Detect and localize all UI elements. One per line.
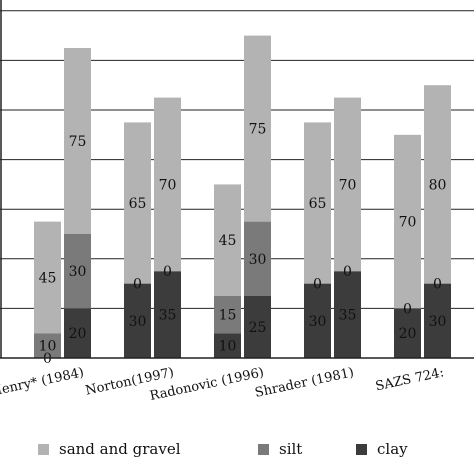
data-label: 35 [339, 308, 357, 324]
data-labels: 0104520307530065350701015452530753006535… [39, 122, 447, 367]
data-label: 45 [219, 233, 237, 249]
legend-item-silt: silt [258, 440, 302, 458]
data-label: 35 [159, 308, 177, 324]
bar-segment-clay [214, 333, 241, 358]
legend-swatch [356, 443, 367, 455]
bar-segment-clay [64, 308, 91, 358]
bar-segment-sand-and-gravel [154, 97, 181, 272]
bar-segment-clay [244, 296, 271, 358]
bar-segment-silt [64, 234, 91, 309]
bar-segment-sand-and-gravel [334, 97, 361, 272]
x-tick-label: Shrader (1981) [254, 365, 356, 401]
x-axis-labels: d (1994)McHenry* (1984)Norton(1997)Radon… [0, 365, 445, 404]
data-label: 15 [219, 308, 237, 324]
data-label: 25 [249, 320, 267, 336]
data-label: 10 [39, 339, 57, 355]
bar-segment-clay [424, 283, 451, 358]
data-label: 30 [429, 314, 447, 330]
data-label: 70 [399, 215, 417, 231]
bars [34, 35, 451, 358]
legend-item-clay: clay [356, 440, 408, 458]
bar-segment-sand-and-gravel [394, 134, 421, 309]
bar-segment-silt [214, 296, 241, 334]
legend: sand and gravel silt clay [0, 432, 474, 462]
bar-segment-clay [304, 283, 331, 358]
data-label: 30 [129, 314, 147, 330]
legend-swatch [258, 443, 269, 455]
bar-segment-sand-and-gravel [304, 122, 331, 284]
data-label: 30 [69, 264, 87, 280]
data-label: 0 [163, 264, 172, 280]
data-label: 70 [159, 177, 177, 193]
data-label: 0 [433, 277, 442, 293]
bar-segment-clay [334, 271, 361, 358]
data-label: 30 [309, 314, 327, 330]
legend-label: clay [377, 440, 408, 458]
data-label: 45 [39, 270, 57, 286]
data-label: 0 [403, 301, 412, 317]
data-label: 70 [339, 177, 357, 193]
bar-segment-clay [124, 283, 151, 358]
legend-label: silt [279, 440, 303, 458]
data-label: 20 [69, 326, 87, 342]
data-label: 75 [249, 122, 267, 138]
legend-swatch [38, 443, 49, 455]
data-label: 0 [343, 264, 352, 280]
data-label: 75 [69, 134, 87, 150]
bar-segment-sand-and-gravel [214, 184, 241, 296]
bar-segment-sand-and-gravel [424, 85, 451, 284]
bar-segment-silt [34, 333, 61, 358]
data-label: 0 [133, 277, 142, 293]
bar-segment-sand-and-gravel [124, 122, 151, 284]
legend-label: sand and gravel [59, 440, 181, 458]
bar-segment-clay [154, 271, 181, 358]
data-label: 0 [313, 277, 322, 293]
data-label: 80 [429, 177, 447, 193]
bar-segment-silt [244, 221, 271, 296]
bar-segment-sand-and-gravel [64, 48, 91, 234]
legend-item-sand-and-gravel: sand and gravel [38, 440, 181, 458]
data-label: 10 [219, 339, 237, 355]
bar-segment-sand-and-gravel [244, 35, 271, 222]
data-label: 65 [309, 196, 327, 212]
bar-segment-clay [394, 308, 421, 358]
data-label: 0 [43, 351, 52, 367]
data-label: 20 [399, 326, 417, 342]
x-tick-label: SAZS 724: [374, 365, 445, 394]
x-tick-label: McHenry* (1984) [0, 365, 85, 404]
data-label: 30 [249, 252, 267, 268]
bar-segment-sand-and-gravel [34, 221, 61, 334]
data-label: 65 [129, 196, 147, 212]
